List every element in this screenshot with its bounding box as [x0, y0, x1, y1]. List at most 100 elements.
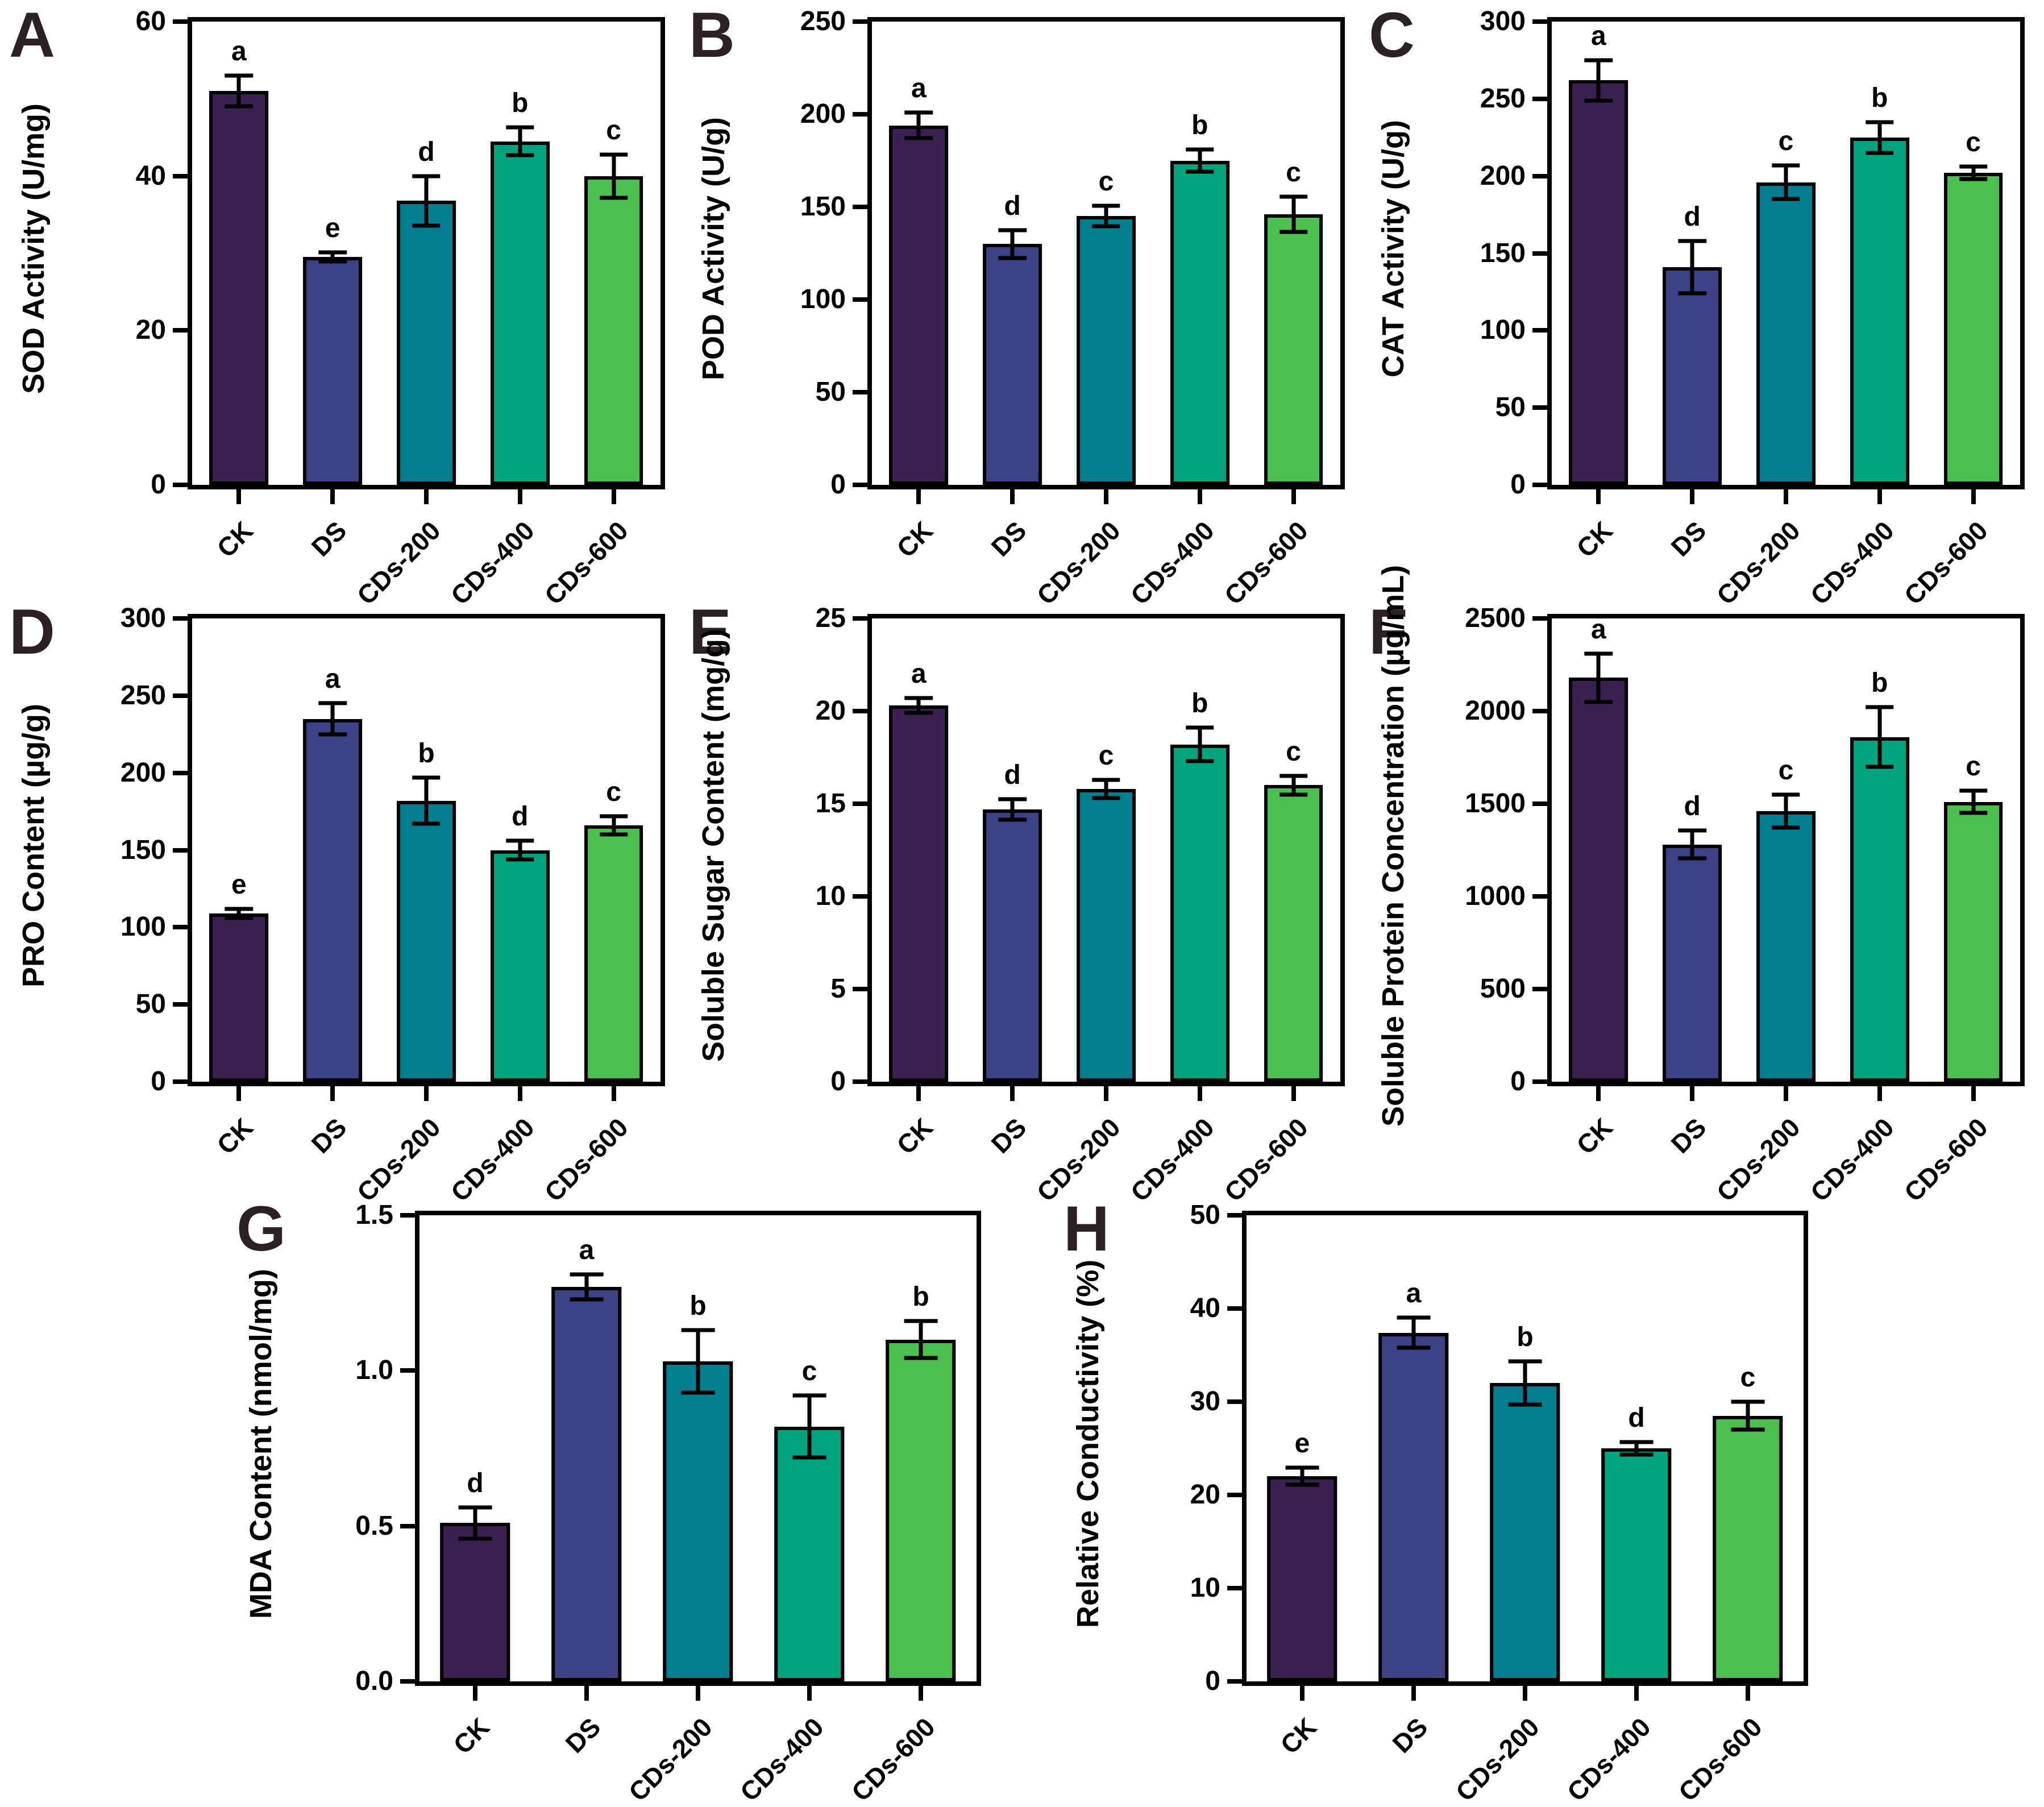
significance-letter: a [1406, 1278, 1422, 1309]
error-bar [424, 176, 429, 226]
error-bar [1523, 1361, 1527, 1405]
error-bar [1877, 707, 1882, 767]
x-category-label-text: CDs-400 [734, 1712, 829, 1807]
y-tick-label: 300 [120, 603, 166, 633]
significance-letter: b [418, 738, 435, 769]
error-bar-cap-top [904, 696, 933, 700]
figure-row-1: A SOD Activity (U/mg) 0 20 40 60 a CK e DS d CDs-… [0, 0, 2044, 610]
bar-CDs-400 [1170, 744, 1229, 1082]
error-bar-cap-bottom [412, 821, 441, 826]
bar-DS [303, 718, 363, 1082]
y-tick-mark [853, 205, 867, 209]
error-bar-cap-bottom [225, 916, 254, 920]
error-bar [518, 127, 522, 155]
significance-letter: b [1871, 668, 1888, 699]
y-tick-label: 150 [1480, 238, 1526, 268]
x-category-label-text: DS [985, 515, 1032, 562]
error-bar [1690, 830, 1694, 859]
error-bar [1104, 779, 1108, 799]
y-axis-label: POD Activity (U/g) [696, 117, 730, 381]
error-bar-cap-top [506, 125, 534, 130]
bar-DS [551, 1286, 622, 1681]
panel-letter: H [1063, 1193, 1110, 1264]
y-tick-mark [1227, 1213, 1242, 1218]
figure-row-3: G MDA Content (nmol/mg) 0.0 0.5 1.0 1.5 d CK a… [227, 1193, 2044, 1807]
error-bar [236, 76, 241, 107]
y-tick-mark [853, 112, 867, 117]
error-bar-cap-top [1731, 1399, 1765, 1404]
x-tick-mark [1104, 489, 1108, 504]
x-category-label-text: CDs-400 [1124, 515, 1220, 610]
x-tick-mark [611, 489, 616, 504]
error-bar [1634, 1442, 1639, 1455]
bar-CDs-200 [1077, 216, 1136, 485]
x-category-label-text: CDs-600 [1898, 1112, 1993, 1207]
error-bar [1198, 728, 1202, 762]
bar-CK [889, 125, 949, 485]
y-tick-label: 0 [151, 1066, 166, 1096]
significance-letter: c [606, 115, 621, 146]
y-tick-mark [1532, 894, 1547, 899]
error-bar [1746, 1402, 1750, 1430]
error-bar-cap-top [1959, 164, 1988, 169]
x-tick-mark [1523, 1686, 1527, 1701]
y-tick-mark [173, 616, 188, 621]
bar-CDs-600 [1264, 214, 1323, 485]
y-tick-mark [400, 1213, 415, 1218]
error-bar-cap-bottom [1678, 291, 1706, 296]
error-bar-cap-bottom [599, 196, 628, 200]
x-category-label-text: CDs-200 [622, 1712, 718, 1807]
x-category-label-text: DS [1665, 515, 1712, 562]
error-bar-cap-bottom [1584, 98, 1613, 103]
error-bar-cap-bottom [1866, 765, 1894, 769]
error-bar-cap-top [412, 775, 441, 780]
panel-H: H Relative Conductivity (%) 0 10 20 30 40 50 e… [1054, 1193, 1850, 1807]
y-tick-label: 50 [815, 377, 846, 407]
bar-CDs-600 [1943, 173, 2003, 485]
significance-letter: b [689, 1291, 707, 1322]
y-tick-label: 150 [800, 192, 846, 222]
y-tick-mark [853, 894, 867, 899]
x-category-label-text: CDs-400 [444, 515, 540, 610]
y-tick-mark [1532, 483, 1547, 487]
x-tick-mark [1690, 1086, 1695, 1101]
error-bar-cap-top [570, 1272, 604, 1277]
significance-letter: b [1191, 110, 1208, 140]
y-tick-label: 0 [1205, 1666, 1220, 1696]
error-bar-cap-bottom [1959, 811, 1988, 815]
x-category-label-text: CK [1571, 1112, 1619, 1160]
error-bar-cap-bottom [570, 1297, 604, 1302]
y-tick-mark [173, 925, 188, 930]
error-bar-cap-top [681, 1328, 715, 1332]
error-bar-cap-top [1279, 194, 1308, 199]
bar-DS [303, 257, 363, 485]
error-bar-cap-bottom [1285, 1482, 1319, 1487]
panel-C: C CAT Activity (U/g) 0 50 100 150 200 250 300 a… [1360, 0, 2039, 610]
y-tick-mark [173, 848, 188, 853]
error-bar-cap-bottom [1731, 1427, 1765, 1432]
x-category-label-text: CK [447, 1712, 495, 1760]
significance-letter: c [1966, 127, 1981, 158]
bar-DS [1378, 1332, 1449, 1681]
y-tick-label: 50 [1190, 1200, 1220, 1230]
error-bar [696, 1330, 700, 1393]
error-bar [330, 703, 335, 734]
error-bar-cap-top [318, 250, 347, 255]
x-tick-mark [1300, 1686, 1304, 1701]
bar-CDs-400 [1850, 137, 1909, 485]
error-bar-cap-bottom [1186, 759, 1214, 763]
y-tick-mark [400, 1679, 415, 1684]
x-tick-mark [919, 1686, 923, 1701]
x-category-label-text: CDs-200 [1031, 515, 1126, 610]
significance-letter: b [1871, 82, 1888, 113]
bar-CDs-200 [1756, 811, 1815, 1082]
y-axis-label: SOD Activity (U/mg) [16, 103, 51, 394]
y-tick-mark [1532, 173, 1547, 178]
error-bar-cap-top [1772, 792, 1800, 797]
y-tick-mark [1532, 616, 1547, 621]
significance-letter: c [606, 776, 621, 807]
y-tick-mark [400, 1523, 415, 1528]
significance-letter: c [1098, 167, 1114, 197]
error-bar-cap-bottom [904, 711, 933, 715]
y-tick-label: 20 [135, 315, 166, 346]
